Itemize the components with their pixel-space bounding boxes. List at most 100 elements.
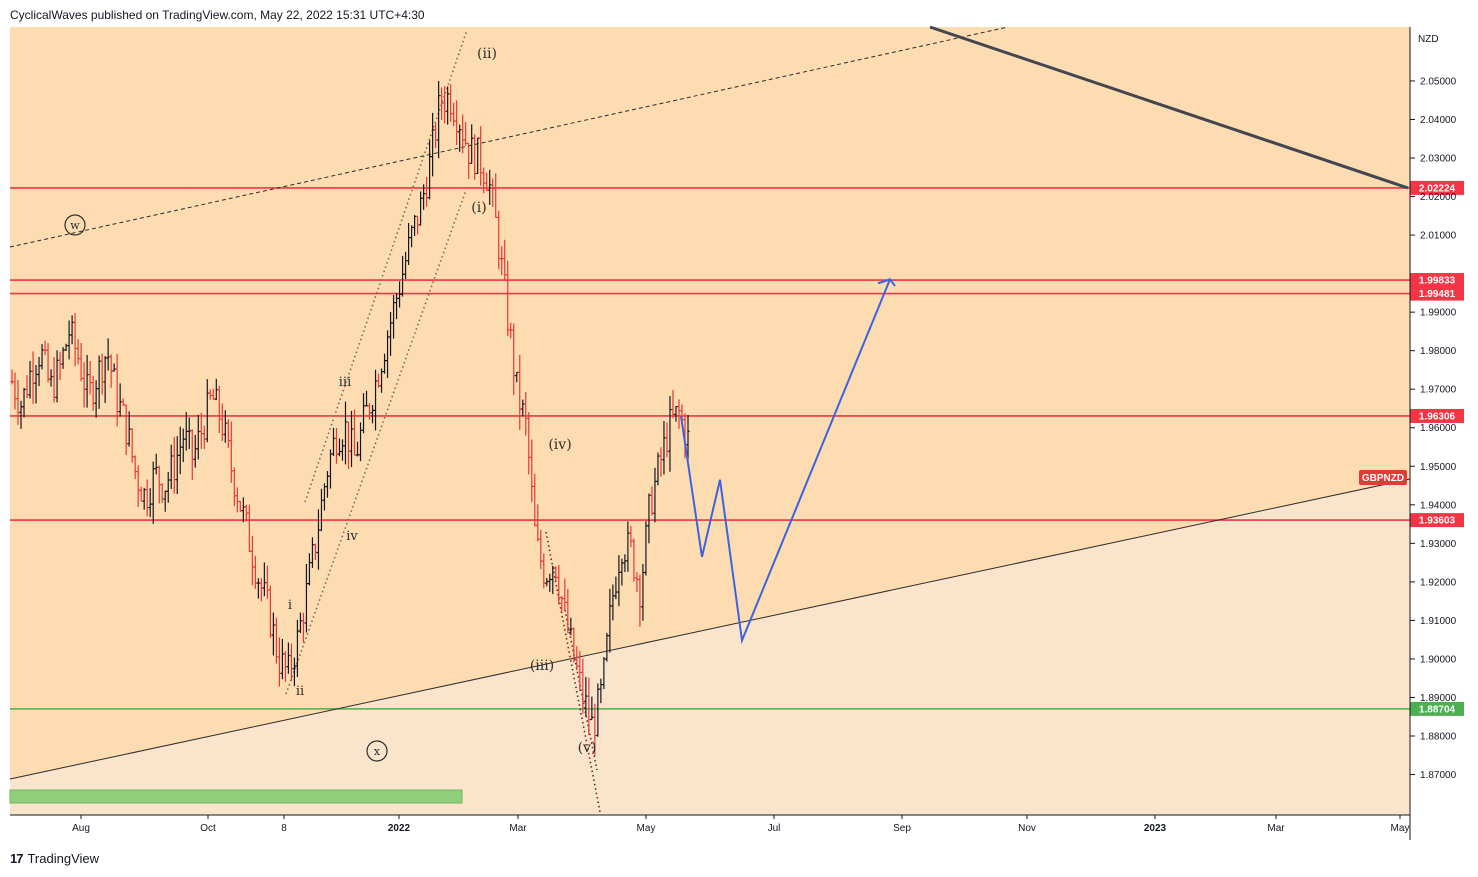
price-bar xyxy=(157,465,161,504)
price-bar xyxy=(142,487,146,510)
price-bar xyxy=(434,123,438,149)
time-tick-label: 2023 xyxy=(1144,823,1167,834)
price-bar xyxy=(494,173,498,218)
price-bar xyxy=(539,529,543,570)
price-bar xyxy=(412,214,417,236)
wave-label: i xyxy=(288,598,292,613)
level-price-label: 1.96306 xyxy=(1419,411,1456,422)
price-bar xyxy=(361,393,366,434)
price-bar xyxy=(614,576,618,600)
price-bar xyxy=(584,676,588,717)
wave-label: iv xyxy=(346,529,358,544)
price-bar xyxy=(358,422,363,462)
price-bar xyxy=(328,449,333,489)
price-bar xyxy=(139,486,143,502)
price-bar xyxy=(160,483,164,503)
price-bar xyxy=(184,411,188,451)
price-bar xyxy=(382,353,387,374)
price-bar xyxy=(575,646,579,671)
price-bar xyxy=(569,617,573,636)
price-bar xyxy=(106,338,110,371)
price-bar xyxy=(274,617,278,664)
price-bar xyxy=(226,419,230,448)
price-bar xyxy=(476,137,480,175)
price-tick-label: 1.95000 xyxy=(1420,462,1457,473)
price-tick-label: 2.03000 xyxy=(1420,154,1457,165)
price-bar xyxy=(286,642,291,674)
price-bar xyxy=(217,385,221,434)
upper-zone xyxy=(10,27,1410,521)
price-bar xyxy=(190,429,194,480)
price-bar xyxy=(295,619,300,678)
level-price-tag xyxy=(1410,180,1464,195)
price-bar xyxy=(563,578,567,612)
price-bar xyxy=(22,387,26,418)
price-bar xyxy=(172,436,176,494)
price-tick-label: 1.94000 xyxy=(1420,500,1457,511)
price-bar xyxy=(400,255,405,297)
price-bar xyxy=(557,564,561,605)
price-tick-label: 2.04000 xyxy=(1420,115,1457,126)
price-bar xyxy=(674,405,678,422)
price-bar xyxy=(482,167,486,194)
price-tick-label: 1.88000 xyxy=(1420,732,1457,743)
price-bar xyxy=(127,411,131,447)
price-bar xyxy=(70,315,74,345)
level-price-label: 2.02224 xyxy=(1419,183,1456,194)
price-bar xyxy=(518,354,522,430)
price-bar xyxy=(121,398,125,406)
price-tick-label: 1.89000 xyxy=(1420,693,1457,704)
price-bar xyxy=(223,410,227,443)
price-bar xyxy=(536,504,540,542)
price-bar xyxy=(163,490,167,512)
price-bar xyxy=(178,426,182,475)
price-bar xyxy=(175,436,179,495)
wave-label: (iii) xyxy=(530,658,554,674)
price-bar xyxy=(491,178,495,207)
time-tick-label: Oct xyxy=(200,823,216,834)
price-bar xyxy=(428,140,432,200)
price-bar xyxy=(632,538,636,582)
price-bar xyxy=(391,295,396,339)
tradingview-footer[interactable]: 17 TradingView xyxy=(10,851,99,866)
price-bar xyxy=(373,369,378,431)
price-bar xyxy=(449,84,453,122)
time-tick-label: Nov xyxy=(1018,823,1036,834)
price-bar xyxy=(587,677,591,735)
price-bar xyxy=(307,553,312,586)
price-bar xyxy=(244,504,248,522)
dotted-channel-b xyxy=(564,609,598,771)
price-bar xyxy=(250,535,254,586)
price-bar xyxy=(443,86,447,124)
price-bar xyxy=(337,438,342,457)
price-bar xyxy=(385,330,390,378)
price-bar xyxy=(40,344,44,370)
price-bar xyxy=(52,357,56,403)
price-bar xyxy=(103,356,107,403)
price-bar xyxy=(118,383,122,417)
price-bar xyxy=(49,369,53,387)
price-bar xyxy=(37,356,41,387)
price-bar xyxy=(409,225,414,248)
price-bar xyxy=(88,361,92,395)
price-bar xyxy=(560,595,564,612)
price-tick-label: 1.87000 xyxy=(1420,770,1457,781)
price-bar xyxy=(202,425,206,449)
price-bar xyxy=(28,360,32,399)
wave-label: iii xyxy=(339,375,351,390)
price-bar xyxy=(437,80,441,159)
price-bar xyxy=(265,565,269,599)
price-bar xyxy=(124,404,128,455)
time-tick-label: Mar xyxy=(1267,823,1285,834)
price-bar xyxy=(76,339,80,365)
price-bar xyxy=(97,355,101,409)
price-bar xyxy=(55,350,59,403)
price-bar xyxy=(82,362,86,408)
price-bar xyxy=(148,488,152,518)
price-tick-label: 2.02000 xyxy=(1420,192,1457,203)
price-bar xyxy=(467,142,471,180)
price-bar xyxy=(686,414,690,461)
price-bar xyxy=(397,281,402,308)
price-bar xyxy=(271,612,275,656)
